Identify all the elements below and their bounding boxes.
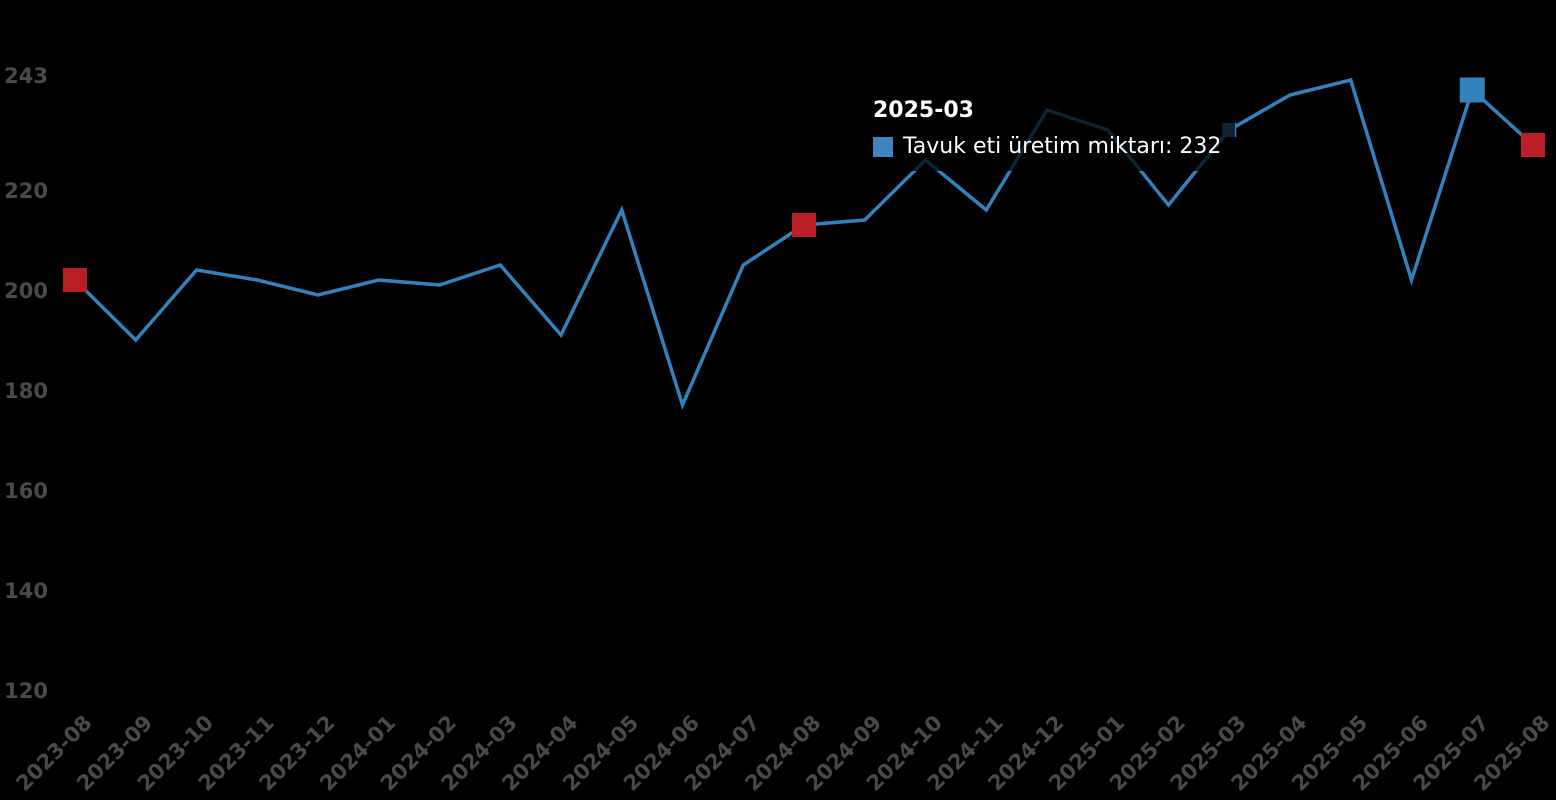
y-axis-tick-label: 220 (4, 179, 48, 203)
series-line (73, 77, 1535, 411)
y-axis-tick-label: 180 (4, 379, 48, 403)
y-axis-tick-label: 140 (4, 579, 48, 603)
y-axis-tick-label: 243 (4, 64, 48, 88)
y-axis-tick-label: 160 (4, 479, 48, 503)
y-axis-tick-label: 120 (4, 679, 48, 703)
data-point-marker-red-highlight[interactable] (1521, 133, 1545, 157)
y-axis-tick-label: 200 (4, 279, 48, 303)
chart-tooltip: 2025-03 Tavuk eti üretim miktarı: 232 (863, 88, 1236, 171)
tooltip-series-swatch-icon (873, 136, 893, 157)
tooltip-series-row: Tavuk eti üretim miktarı: 232 (873, 134, 1221, 159)
data-point-marker-red-highlight[interactable] (63, 268, 87, 292)
data-point-marker-red-highlight[interactable] (792, 213, 816, 237)
tooltip-title: 2025-03 (873, 98, 974, 123)
tooltip-series-value: Tavuk eti üretim miktarı: 232 (903, 134, 1222, 159)
data-point-marker-blue-highlight[interactable] (1459, 77, 1485, 103)
